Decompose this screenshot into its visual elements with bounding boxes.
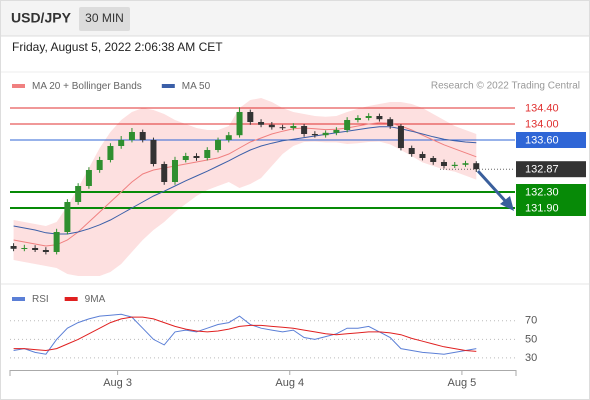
candle-body (397, 126, 404, 148)
timeframe-badge (79, 7, 130, 31)
candle-body (161, 164, 168, 182)
forecast-arrow (476, 169, 510, 206)
candle-body (150, 140, 157, 164)
candle-body (171, 160, 178, 182)
candle-body (85, 170, 92, 186)
legend-label: RSI (32, 294, 49, 305)
candle-body (236, 112, 243, 136)
ma-line (13, 122, 477, 247)
candle-body (408, 148, 415, 154)
price-pane: MA 20 + Bollinger Bands MA 50 134.40 134.00… (10, 81, 586, 276)
candle-body (96, 160, 103, 170)
rsi-line (13, 316, 477, 352)
level-label: 132.30 (525, 186, 559, 198)
candle-body (247, 112, 254, 122)
candle-body (301, 126, 308, 134)
candle-body (344, 120, 351, 130)
candle-body (376, 116, 383, 120)
legend-swatch (12, 297, 25, 301)
candle-body (279, 127, 286, 129)
candle-body (290, 126, 297, 128)
candle-body (354, 118, 361, 120)
candle-body (419, 154, 426, 158)
candle-body (322, 132, 329, 136)
legend-label: MA 50 (182, 81, 211, 92)
candle-body (462, 163, 469, 165)
level-tag (516, 161, 586, 178)
candle-body (451, 164, 458, 166)
candle-body (10, 246, 17, 249)
legend-swatch (12, 84, 25, 88)
candle-body (128, 132, 135, 140)
level-label: 134.40 (525, 102, 559, 114)
credit: Research © 2022 Trading Central (431, 81, 580, 92)
candle-body (21, 248, 28, 249)
level-label: 132.87 (525, 164, 559, 176)
candle-body (182, 156, 189, 160)
level-label: 133.60 (525, 134, 559, 146)
candle-body (225, 135, 232, 140)
level-tag (516, 200, 586, 216)
timeframe: 30 MIN (85, 11, 124, 25)
candle-body (75, 186, 82, 202)
candle-body (53, 232, 60, 252)
symbol: USD/JPY (11, 10, 72, 26)
x-tick-label: Aug 4 (275, 377, 304, 389)
forecast-arrow-head (500, 196, 514, 211)
rsi-pane: RSI 9MA 70 50 30 Aug 3 Aug 4 Aug 5 (9, 294, 537, 389)
y-tick-label: 50 (525, 333, 537, 345)
legend-label: MA 20 + Bollinger Bands (32, 81, 142, 92)
candle-body (311, 134, 318, 136)
candle-body (139, 132, 146, 140)
candle-body (473, 163, 480, 170)
candle-body (333, 130, 340, 133)
legend-swatch (64, 297, 78, 301)
candle-body (204, 150, 211, 158)
candle-body (215, 140, 222, 150)
candle-body (268, 124, 275, 128)
candle-body (193, 156, 200, 158)
candle-body (107, 146, 114, 160)
candle-body (118, 140, 125, 146)
x-tick-label: Aug 5 (448, 377, 477, 389)
y-tick-label: 30 (525, 352, 537, 364)
candle-body (42, 250, 49, 252)
candle-body (387, 119, 394, 126)
candle-body (258, 122, 265, 125)
legend-label: 9MA (85, 294, 106, 305)
level-tag (516, 132, 586, 148)
level-tag (516, 184, 586, 200)
candle-body (365, 116, 372, 118)
candle-body (32, 248, 39, 250)
bollinger-band (13, 98, 477, 276)
candle-body (440, 162, 447, 166)
y-tick-label: 70 (525, 315, 537, 327)
rsi-line (13, 313, 477, 355)
x-tick-label: Aug 3 (103, 377, 132, 389)
level-label: 131.90 (525, 202, 559, 214)
candle-body (430, 158, 437, 162)
legend-swatch (161, 84, 175, 88)
level-label: 134.00 (525, 118, 559, 130)
datetime: Friday, August 5, 2022 2:06:38 AM CET (12, 40, 223, 54)
candle-body (64, 202, 71, 232)
